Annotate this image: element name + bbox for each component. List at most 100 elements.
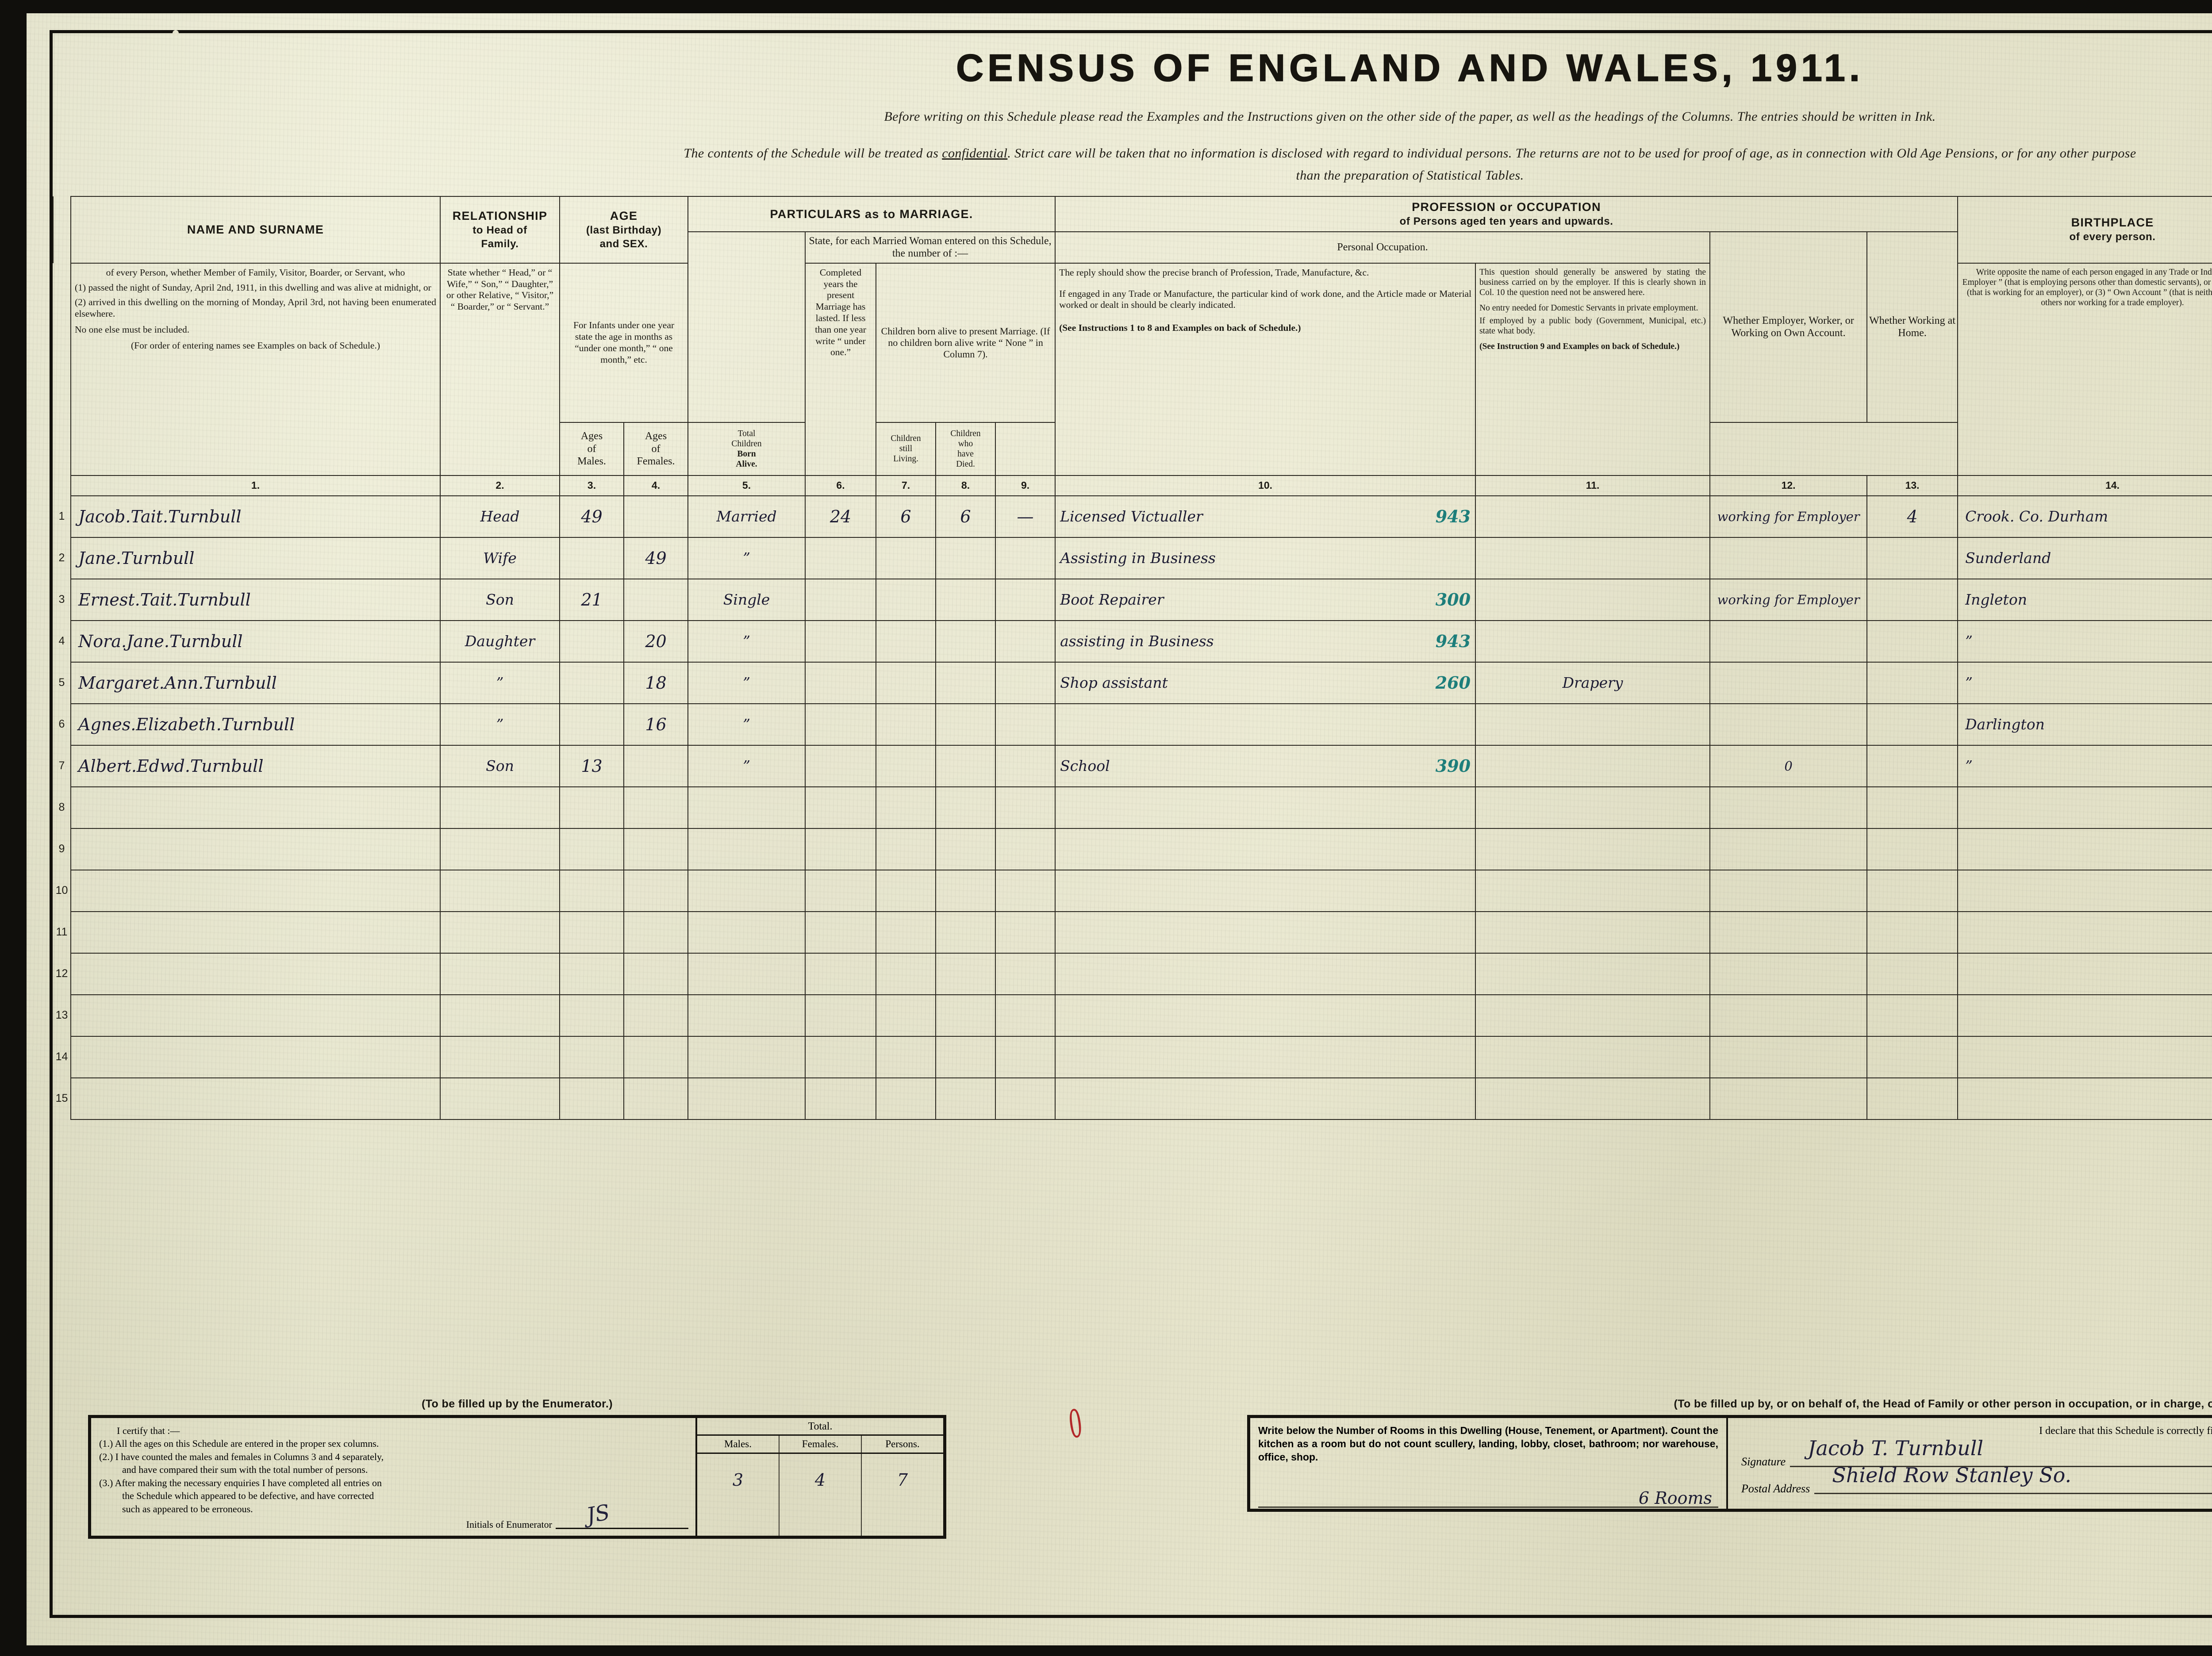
cell-at-home[interactable] (1866, 578, 1959, 621)
cell-years-married[interactable] (805, 537, 877, 579)
cell-age-males[interactable] (559, 786, 624, 829)
cell-name[interactable]: Agnes.Elizabeth.Turnbull (70, 703, 441, 746)
signature-rule[interactable]: Jacob T. Turnbull (1790, 1436, 2212, 1467)
cell-relationship[interactable] (440, 952, 560, 995)
rooms-value[interactable]: 6 Rooms (1258, 1490, 1718, 1508)
cell-years-married[interactable] (805, 911, 877, 954)
cell-name[interactable] (70, 952, 441, 995)
cell-industry[interactable] (1475, 786, 1711, 829)
cell-children-living[interactable] (935, 1035, 996, 1078)
cell-occupation[interactable]: School 390 (1055, 744, 1476, 787)
cell-name[interactable] (70, 1077, 441, 1120)
cell-occupation[interactable] (1055, 828, 1476, 870)
cell-at-home[interactable] (1866, 744, 1959, 787)
totals-females-value[interactable]: 4 (779, 1454, 861, 1536)
cell-years-married[interactable]: 24 (805, 495, 877, 538)
cell-children-died[interactable] (995, 911, 1056, 954)
table-row[interactable]: 12 (53, 952, 2212, 995)
cell-employer[interactable] (1709, 828, 1868, 870)
table-row[interactable]: 10 (53, 869, 2212, 912)
cell-industry[interactable]: Drapery (1475, 661, 1711, 704)
cell-occupation[interactable] (1055, 911, 1476, 954)
cell-birthplace[interactable]: ” (1957, 661, 2212, 704)
cell-relationship[interactable] (440, 994, 560, 1037)
cell-children-died[interactable] (995, 661, 1056, 704)
cell-industry[interactable] (1475, 537, 1711, 579)
cell-children-living[interactable]: 6 (935, 495, 996, 538)
cell-age-males[interactable] (559, 952, 624, 995)
cell-condition[interactable] (687, 828, 806, 870)
cell-condition[interactable]: ” (687, 744, 806, 787)
cell-relationship[interactable]: ” (440, 703, 560, 746)
cell-occupation[interactable] (1055, 952, 1476, 995)
cell-children-died[interactable] (995, 1077, 1056, 1120)
cell-name[interactable]: Ernest.Tait.Turnbull (70, 578, 441, 621)
cell-birthplace[interactable] (1957, 1035, 2212, 1078)
cell-name[interactable] (70, 828, 441, 870)
cell-children-born[interactable] (876, 786, 937, 829)
cell-age-males[interactable]: 13 (559, 744, 624, 787)
cell-relationship[interactable]: Son (440, 744, 560, 787)
cell-children-born[interactable] (876, 744, 937, 787)
cell-age-females[interactable] (623, 786, 689, 829)
cell-age-females[interactable] (623, 1077, 689, 1120)
cell-occupation[interactable] (1055, 994, 1476, 1037)
cell-age-females[interactable] (623, 952, 689, 995)
cell-relationship[interactable] (440, 869, 560, 912)
cell-industry[interactable] (1475, 1035, 1711, 1078)
cell-years-married[interactable] (805, 578, 877, 621)
table-row[interactable]: 2 Jane.Turnbull Wife 49” Assisting in Busine… (53, 537, 2212, 579)
cell-children-living[interactable] (935, 952, 996, 995)
cell-children-living[interactable] (935, 620, 996, 663)
cell-children-died[interactable] (995, 620, 1056, 663)
cell-children-living[interactable] (935, 703, 996, 746)
cell-children-living[interactable] (935, 994, 996, 1037)
cell-children-born[interactable] (876, 1077, 937, 1120)
cell-children-living[interactable] (935, 744, 996, 787)
cell-industry[interactable] (1475, 1077, 1711, 1120)
cell-years-married[interactable] (805, 994, 877, 1037)
cell-condition[interactable]: ” (687, 661, 806, 704)
cell-at-home[interactable] (1866, 537, 1959, 579)
cell-at-home[interactable] (1866, 828, 1959, 870)
cell-relationship[interactable]: Daughter (440, 620, 560, 663)
cell-birthplace[interactable] (1957, 952, 2212, 995)
address-rule[interactable]: Shield Row Stanley So.Co Durham (1814, 1463, 2212, 1494)
cell-children-born[interactable] (876, 911, 937, 954)
cell-children-died[interactable] (995, 786, 1056, 829)
cell-relationship[interactable] (440, 786, 560, 829)
cell-children-born[interactable] (876, 661, 937, 704)
cell-relationship[interactable] (440, 1077, 560, 1120)
cell-employer[interactable]: 0 (1709, 744, 1868, 787)
cell-age-males[interactable] (559, 828, 624, 870)
cell-at-home[interactable] (1866, 911, 1959, 954)
table-row[interactable]: 11 (53, 911, 2212, 954)
cell-at-home[interactable] (1866, 786, 1959, 829)
cell-age-males[interactable] (559, 703, 624, 746)
cell-industry[interactable] (1475, 911, 1711, 954)
cell-children-living[interactable] (935, 1077, 996, 1120)
cell-name[interactable] (70, 994, 441, 1037)
cell-employer[interactable] (1709, 1035, 1868, 1078)
cell-children-died[interactable]: — (995, 495, 1056, 538)
cell-age-females[interactable]: 18 (623, 661, 689, 704)
cell-children-born[interactable] (876, 994, 937, 1037)
cell-children-born[interactable] (876, 828, 937, 870)
cell-children-living[interactable] (935, 537, 996, 579)
cell-birthplace[interactable]: Crook. Co. Durham (1957, 495, 2212, 538)
cell-relationship[interactable] (440, 911, 560, 954)
cell-birthplace[interactable]: Sunderland (1957, 537, 2212, 579)
cell-age-males[interactable] (559, 537, 624, 579)
cell-years-married[interactable] (805, 744, 877, 787)
cell-years-married[interactable] (805, 703, 877, 746)
cell-years-married[interactable] (805, 869, 877, 912)
cell-employer[interactable] (1709, 786, 1868, 829)
cell-children-died[interactable] (995, 537, 1056, 579)
cell-age-females[interactable] (623, 1035, 689, 1078)
cell-years-married[interactable] (805, 786, 877, 829)
cell-at-home[interactable] (1866, 703, 1959, 746)
totals-males-value[interactable]: 3 (732, 1470, 744, 1490)
cell-children-died[interactable] (995, 1035, 1056, 1078)
cell-age-females[interactable] (623, 994, 689, 1037)
cell-employer[interactable] (1709, 952, 1868, 995)
